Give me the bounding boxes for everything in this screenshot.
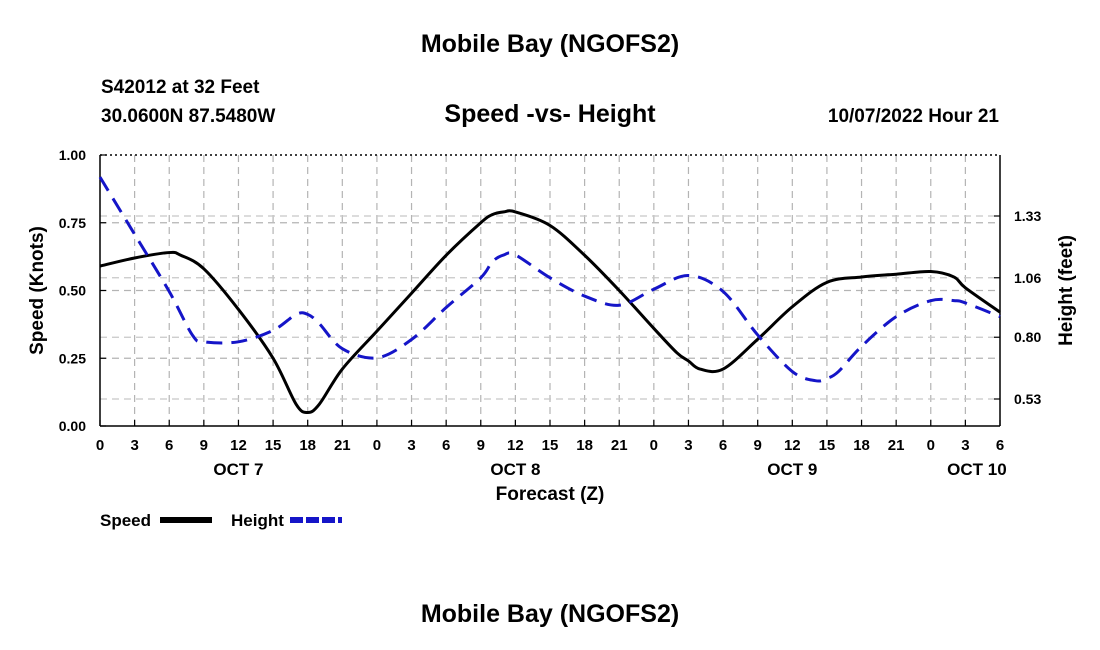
x-tick-label: 18 — [853, 437, 870, 454]
y-axis-title: Speed (Knots) — [27, 226, 48, 355]
x-tick-label: 6 — [165, 437, 173, 454]
y-tick-label: 0.00 — [59, 418, 86, 434]
y-tick-label: 0.50 — [59, 283, 86, 299]
date-label: OCT 10 — [947, 460, 1007, 479]
y-tick-label: 1.00 — [59, 147, 86, 163]
footer-title: Mobile Bay (NGOFS2) — [420, 600, 680, 628]
y2-tick-label: 0.53 — [1014, 391, 1041, 407]
x-tick-label: 21 — [888, 437, 905, 454]
chart-subtitle: Speed -vs- Height — [444, 100, 656, 128]
series-line-speed — [99, 209, 1001, 414]
y2-axis-title: Height (feet) — [1056, 235, 1077, 346]
y2-tick-label: 0.80 — [1014, 329, 1041, 345]
y2-tick-label: 1.33 — [1014, 208, 1041, 224]
forecast-datetime: 10/07/2022 Hour 21 — [827, 106, 999, 127]
x-tick-label: 3 — [961, 437, 969, 454]
speed-height-chart: 0 3 6 9 12 15 18 21 0 3 6 9 12 15 18 21 0 3 6 9 12 15 18 21 0 3 6 O… — [27, 147, 1077, 530]
station-label: S42012 at 32 Feet — [101, 77, 260, 98]
x-tick-label: 12 — [230, 437, 247, 454]
x-axis-title: Forecast (Z) — [496, 484, 605, 505]
x-tick-label: 15 — [819, 437, 836, 454]
y2-tick-label: 1.06 — [1014, 270, 1041, 286]
x-tick-label: 15 — [265, 437, 282, 454]
x-tick-label: 6 — [996, 437, 1004, 454]
x-tick-label: 0 — [96, 437, 104, 454]
legend-label-height: Height — [231, 511, 284, 530]
coordinates-label: 30.0600N 87.5480W — [101, 106, 276, 127]
x-tick-label: 0 — [373, 437, 381, 454]
x-tick-label: 18 — [299, 437, 316, 454]
series-line-height — [98, 176, 1001, 383]
legend-label-speed: Speed — [100, 511, 151, 530]
main-title: Mobile Bay (NGOFS2) — [420, 30, 680, 58]
x-tick-label: 3 — [684, 437, 692, 454]
x-tick-label: 0 — [650, 437, 658, 454]
x-tick-label: 12 — [507, 437, 524, 454]
date-label: OCT 8 — [490, 460, 540, 479]
x-tick-label: 9 — [477, 437, 485, 454]
date-label: OCT 9 — [767, 460, 817, 479]
y-tick-label: 0.75 — [59, 215, 86, 231]
x-tick-label: 6 — [442, 437, 450, 454]
x-tick-label: 3 — [407, 437, 415, 454]
x-tick-label: 9 — [754, 437, 762, 454]
x-tick-label: 15 — [542, 437, 559, 454]
y-tick-label: 0.25 — [59, 350, 86, 366]
x-tick-label: 9 — [200, 437, 208, 454]
x-tick-label: 0 — [927, 437, 935, 454]
x-tick-label: 3 — [130, 437, 138, 454]
x-tick-label: 6 — [719, 437, 727, 454]
x-tick-label: 21 — [334, 437, 351, 454]
x-tick-label: 12 — [784, 437, 801, 454]
date-label: OCT 7 — [213, 460, 263, 479]
x-tick-label: 21 — [611, 437, 628, 454]
x-tick-label: 18 — [576, 437, 593, 454]
